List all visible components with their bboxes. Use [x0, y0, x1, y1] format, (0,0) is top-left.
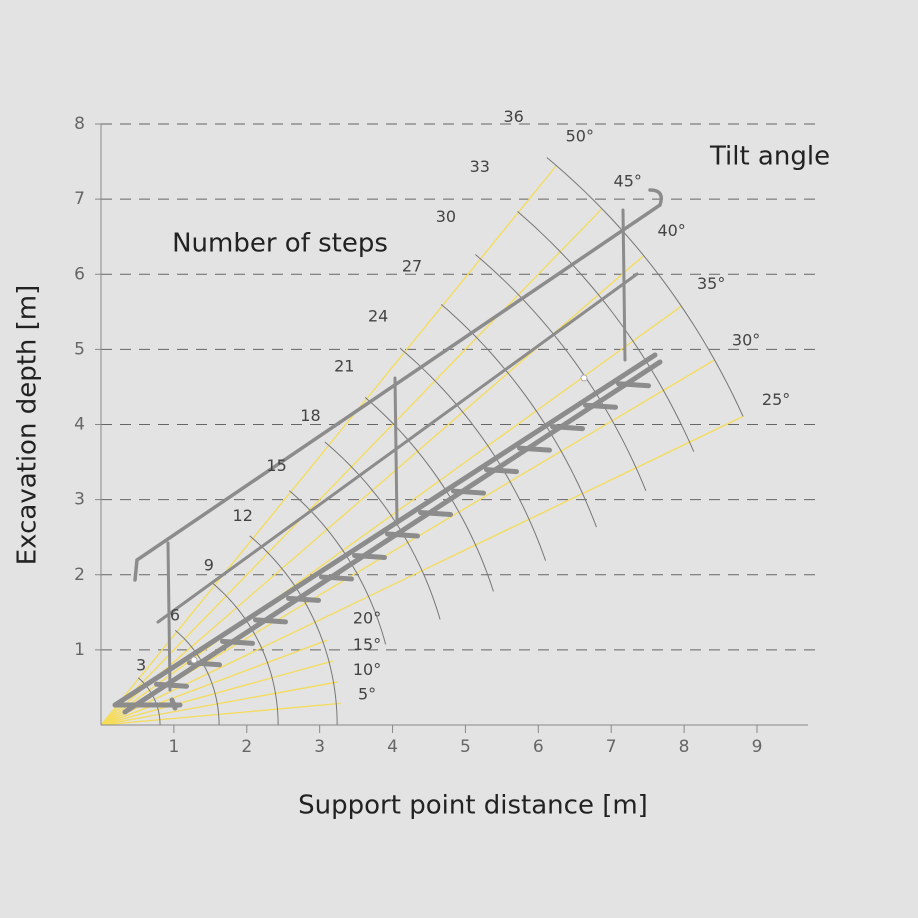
y-tick-label: 5	[74, 339, 85, 359]
chart-subtitle: Number of steps	[172, 229, 388, 259]
staircase	[112, 188, 663, 715]
x-tick-label: 4	[387, 737, 398, 757]
step-arc	[399, 347, 547, 561]
step-label: 30	[436, 207, 456, 226]
x-tick-label: 8	[679, 737, 690, 757]
x-tick-label: 2	[241, 737, 252, 757]
x-axis-label: Support point distance [m]	[298, 791, 648, 821]
angle-label: 10°	[353, 660, 381, 679]
step-arc	[364, 397, 494, 592]
step-arc	[475, 254, 647, 491]
step-arc	[174, 630, 220, 726]
step-label: 6	[170, 606, 180, 625]
step-arc	[249, 535, 338, 726]
angle-ray	[100, 702, 341, 726]
step-label: 18	[300, 406, 320, 425]
y-tick-label: 1	[74, 640, 85, 660]
chart-title: Tilt angle	[709, 142, 830, 172]
x-tick-label: 1	[168, 737, 179, 757]
step-label: 21	[334, 356, 354, 375]
angle-ray	[100, 681, 338, 726]
step-arc	[212, 582, 279, 726]
step-arc	[440, 303, 597, 528]
angle-ray	[100, 660, 334, 726]
angle-ray	[100, 639, 328, 726]
step-label: 24	[368, 306, 388, 325]
x-tick-label: 3	[314, 737, 325, 757]
step-label: 36	[503, 107, 523, 126]
angle-label: 45°	[614, 172, 642, 191]
angle-label: 20°	[353, 609, 381, 628]
y-tick-label: 2	[74, 565, 85, 585]
y-tick-label: 3	[74, 490, 85, 510]
x-tick-label: 9	[752, 737, 763, 757]
step-label: 27	[402, 257, 422, 276]
angle-label: 5°	[358, 685, 376, 704]
step-label: 12	[233, 506, 253, 525]
fan-layer	[100, 157, 744, 726]
angle-label: 35°	[697, 274, 725, 293]
y-tick-label: 6	[74, 264, 85, 284]
x-tick-label: 5	[460, 737, 471, 757]
angle-label: 40°	[657, 221, 685, 240]
axes-layer: 1 2 3 4 5 6 7 8 9123456785°10°15°20°25°30°35°40°…	[74, 107, 808, 757]
step-label: 33	[470, 157, 490, 176]
angle-label: 25°	[762, 390, 790, 409]
x-tick-label: 7	[606, 737, 617, 757]
step-arc	[517, 211, 695, 452]
angle-label: 50°	[566, 126, 594, 145]
angle-label: 30°	[732, 331, 760, 350]
step-label: 3	[136, 655, 146, 674]
x-tick-label: 6	[533, 737, 544, 757]
y-tick-label: 8	[74, 114, 85, 134]
step-arc	[546, 157, 744, 417]
angle-label: 15°	[353, 635, 381, 654]
y-tick-label: 7	[74, 189, 85, 209]
step-label: 9	[204, 556, 214, 575]
step-label: 15	[266, 456, 286, 475]
y-tick-label: 4	[74, 415, 85, 435]
y-axis-label: Excavation depth [m]	[13, 285, 43, 566]
